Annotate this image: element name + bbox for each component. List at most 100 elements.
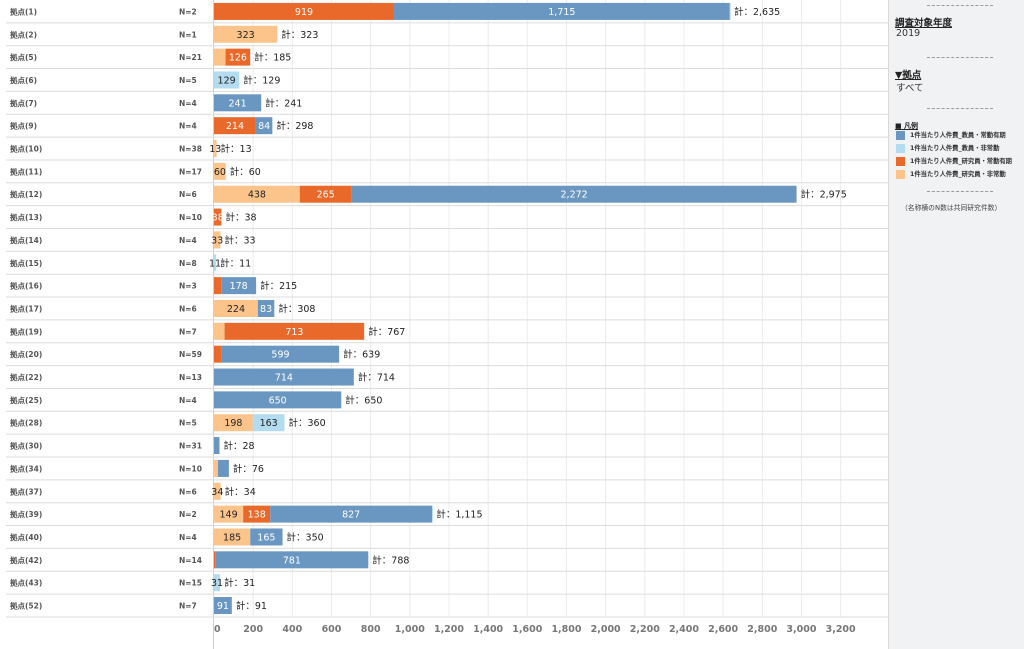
n-count-label: N=4 (179, 236, 197, 245)
x-tick-label: 400 (282, 624, 302, 635)
bar-segment (214, 277, 222, 295)
category-label: 拠点(19) (10, 326, 42, 336)
n-count-label: N=13 (179, 373, 202, 382)
n-count-label: N=4 (179, 99, 197, 108)
total-label: 計：13 (221, 143, 252, 155)
n-count-label: N=5 (179, 419, 197, 428)
category-label: 拠点(1) (10, 6, 37, 16)
x-tick-label: 2,400 (669, 624, 699, 635)
bar-segment (214, 368, 354, 386)
data-label: 33 (211, 235, 223, 246)
category-label: 拠点(13) (10, 212, 42, 222)
total-label: 計：2,635 (734, 6, 780, 18)
bar-segment (432, 505, 433, 523)
bar-segment (214, 551, 216, 569)
category-label: 拠点(40) (10, 532, 42, 542)
category-label: 拠点(15) (10, 258, 42, 268)
data-label: 781 (283, 555, 301, 566)
n-count-label: N=21 (179, 53, 202, 62)
category-label: 拠点(39) (10, 509, 42, 519)
total-label: 計：788 (372, 554, 409, 566)
bar-segment (214, 597, 232, 615)
total-label: 計：33 (224, 234, 255, 246)
n-count-label: N=4 (179, 533, 197, 542)
x-tick-label: 2,600 (708, 624, 738, 635)
total-label: 計：650 (345, 394, 382, 406)
bar-segment (214, 2, 394, 20)
data-label: 178 (230, 281, 248, 292)
bar-segment (214, 162, 226, 180)
bar-segment (217, 459, 229, 477)
total-label: 計：215 (260, 280, 297, 292)
total-label: 計：91 (236, 600, 267, 612)
x-tick-label: 2,200 (630, 624, 660, 635)
data-label: 163 (260, 418, 278, 429)
divider (927, 191, 993, 192)
n-count-label: N=6 (179, 487, 197, 496)
total-label: 計：350 (287, 531, 324, 543)
legend-label: 1件当たり人件費_研究員・非常勤 (910, 171, 1006, 178)
year-filter-value[interactable]: 2019 (896, 28, 921, 39)
legend-item: 1件当たり人件費_研究員・常勤有期 (896, 157, 1024, 167)
divider (927, 5, 993, 6)
total-label: 計：60 (230, 166, 261, 178)
data-label: 827 (342, 510, 360, 521)
x-tick-label: 1,800 (551, 624, 581, 635)
bar-segment (250, 528, 283, 546)
bar-segment (214, 505, 244, 523)
n-count-label: N=10 (179, 464, 202, 473)
bar-segment (214, 140, 217, 158)
bar-segment (214, 391, 342, 409)
legend-item: 1件当たり人件費_教員・常勤有期 (896, 131, 1024, 141)
legend-title: ■ 凡例 (895, 122, 919, 130)
data-label: 713 (285, 327, 303, 338)
bar-segment (214, 208, 222, 226)
legend-label: 1件当たり人件費_教員・常勤有期 (910, 132, 1006, 139)
bar-segment (214, 185, 300, 203)
bar-segment (221, 277, 257, 295)
x-tick-label: 2,000 (591, 624, 621, 635)
n-count-label: N=5 (179, 76, 197, 85)
stacked-bar-chart: 拠点(1) N=2 919 1,715 計：2,635 拠点(2) N=1 323 計：323 拠… (6, 0, 888, 649)
legend-swatch (896, 131, 905, 140)
total-label: 計：308 (278, 303, 315, 315)
category-label: 拠点(34) (10, 463, 42, 473)
total-label: 計：76 (233, 463, 264, 475)
data-label: 129 (218, 75, 236, 86)
n-count-label: N=6 (179, 304, 197, 313)
category-label: 拠点(14) (10, 235, 42, 245)
n-count-label: N=38 (179, 145, 202, 154)
n-count-label: N=59 (179, 350, 202, 359)
bar-segment (214, 437, 220, 455)
data-label: 265 (317, 190, 335, 201)
bar-segment (393, 2, 730, 20)
n-count-label: N=8 (179, 259, 197, 268)
data-label: 60 (214, 167, 226, 178)
chart-area: 拠点(1) N=2 919 1,715 計：2,635 拠点(2) N=1 323 計：323 拠… (6, 0, 888, 649)
total-label: 計：2,975 (801, 189, 847, 201)
bar-segment (214, 322, 225, 340)
total-label: 計：241 (265, 97, 302, 109)
data-label: 919 (295, 7, 313, 18)
n-count-label: N=17 (179, 167, 202, 176)
data-label: 241 (229, 98, 247, 109)
bar-segment (255, 117, 273, 135)
year-filter-title[interactable]: 調査対象年度 (895, 18, 953, 29)
data-label: 198 (224, 418, 242, 429)
data-label: 714 (275, 373, 293, 384)
x-tick-label: 3,200 (826, 624, 856, 635)
total-label: 計：129 (243, 74, 280, 86)
data-label: 650 (269, 395, 287, 406)
data-label: 165 (257, 532, 275, 543)
n-count-label: N=2 (179, 7, 197, 16)
divider (927, 108, 993, 109)
bar-segment (214, 254, 217, 272)
base-filter-value[interactable]: すべて (896, 83, 924, 94)
category-label: 拠点(37) (10, 486, 42, 496)
bar-segment (215, 551, 369, 569)
base-filter-title[interactable]: ▼拠点 (895, 70, 922, 81)
category-label: 拠点(52) (10, 601, 42, 611)
n-count-label: N=2 (179, 510, 197, 519)
data-label: 91 (217, 601, 229, 612)
total-label: 計：38 (225, 212, 256, 224)
